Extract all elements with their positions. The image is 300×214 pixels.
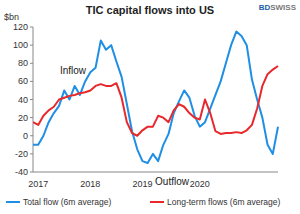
x-axis	[33, 172, 278, 173]
logo: BDSWISS	[259, 3, 297, 12]
y-tick	[30, 172, 33, 173]
y-tick	[30, 117, 33, 118]
axis-label: $bn	[4, 12, 19, 22]
x-tick-label: 2018	[80, 179, 100, 189]
logo-part: BD	[259, 3, 271, 12]
y-tick	[30, 153, 33, 154]
legend-swatch	[150, 201, 164, 203]
plot-area	[33, 32, 278, 163]
x-tick-label: 2019	[132, 179, 152, 189]
y-tick-label: -20	[15, 149, 28, 159]
y-tick-label: 60	[18, 76, 28, 86]
legend-label: Total flow (6m average)	[23, 197, 112, 207]
series-line	[33, 32, 278, 163]
y-tick-label: 40	[18, 95, 28, 105]
y-tick-label: 20	[18, 113, 28, 123]
y-tick	[30, 45, 33, 46]
y-tick-label: 120	[13, 22, 28, 32]
annotation: Inflow	[60, 65, 87, 76]
title: TIC capital flows into US	[86, 4, 214, 16]
y-tick-label: -40	[15, 167, 28, 177]
y-tick-label: 0	[23, 131, 28, 141]
y-tick	[30, 135, 33, 136]
logo-part: SWISS	[270, 3, 296, 12]
legend-label: Long-term flows (6m average)	[167, 197, 281, 207]
x-tick-label: 2020	[190, 179, 210, 189]
y-tick-label: 100	[13, 40, 28, 50]
y-tick	[30, 81, 33, 82]
y-tick	[30, 99, 33, 100]
annotation: Outflow	[155, 176, 190, 187]
y-tick-label: 80	[18, 58, 28, 68]
legend-swatch	[6, 201, 20, 203]
series-line	[33, 66, 278, 136]
y-tick	[30, 27, 33, 28]
y-tick	[30, 63, 33, 64]
x-tick-label: 2017	[28, 179, 48, 189]
chart: TIC capital flows into US BDSWISS $bn -40 -2…	[0, 0, 300, 214]
